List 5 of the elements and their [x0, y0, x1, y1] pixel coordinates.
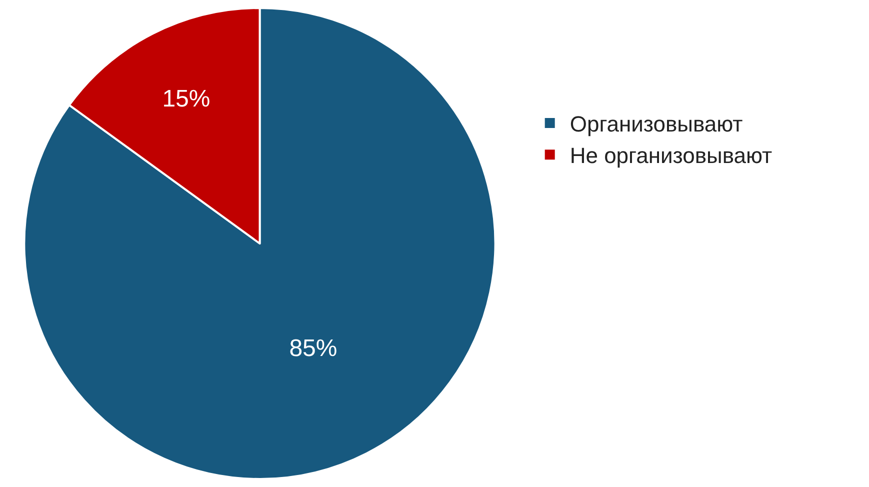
- pie-slice: [23, 7, 496, 480]
- data-label: 15%: [162, 86, 210, 113]
- legend-label: Организовывают: [570, 112, 743, 137]
- legend-label: Не организовывают: [570, 143, 772, 168]
- data-label: 85%: [289, 334, 338, 362]
